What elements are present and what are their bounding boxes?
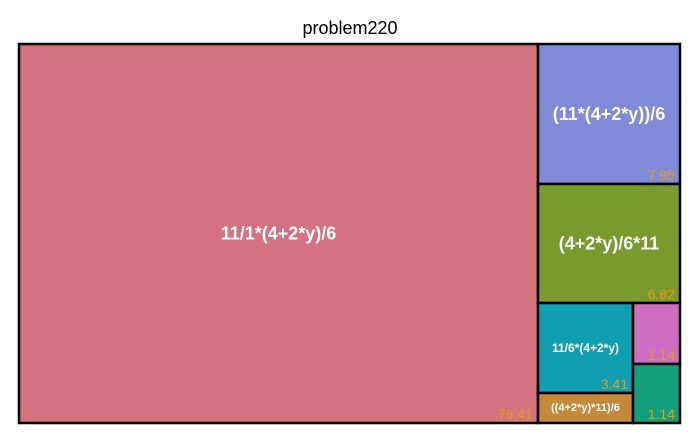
tile-value: 3.41 bbox=[601, 376, 628, 392]
treemap-tile: 1.14 bbox=[631, 362, 682, 425]
tile-value: 1.14 bbox=[648, 406, 675, 422]
treemap-tile: 1.14 bbox=[631, 301, 682, 366]
tile-rect-tile-6 bbox=[631, 362, 682, 425]
treemap-tiles: 11/1*(4+2*y)/678.41(11*(4+2*y))/67.95(4+… bbox=[17, 42, 682, 425]
tile-label: (4+2*y)/6*11 bbox=[559, 234, 660, 254]
tile-value: 6.82 bbox=[648, 286, 675, 302]
chart-title: problem220 bbox=[302, 18, 397, 38]
tile-value: 1.14 bbox=[648, 347, 675, 363]
treemap-tile: (4+2*y)/6*11 6.82 bbox=[536, 182, 682, 305]
tile-label: 11/1*(4+2*y)/6 bbox=[221, 224, 337, 244]
treemap-tile: (11*(4+2*y))/6 7.95 bbox=[536, 42, 682, 186]
tile-label: ((4+2*y)*11)/6 bbox=[551, 402, 620, 414]
tile-value: 7.95 bbox=[648, 167, 675, 183]
tile-value: 78.41 bbox=[498, 406, 533, 422]
tile-label: 11/6*(4+2*y) bbox=[552, 341, 619, 355]
tile-rect-11-1-4-2-y-6 bbox=[17, 42, 540, 425]
tile-rect-4-2-y-6-11 bbox=[536, 182, 682, 305]
tile-label: (11*(4+2*y))/6 bbox=[553, 104, 666, 124]
treemap-tile: ((4+2*y)*11)/6 bbox=[536, 391, 635, 425]
treemap-tile: 11/6*(4+2*y) 3.41 bbox=[536, 301, 635, 395]
treemap-tile: 11/1*(4+2*y)/6 78.41 bbox=[17, 42, 540, 425]
tile-rect-11-4-2-y-6 bbox=[536, 42, 682, 186]
